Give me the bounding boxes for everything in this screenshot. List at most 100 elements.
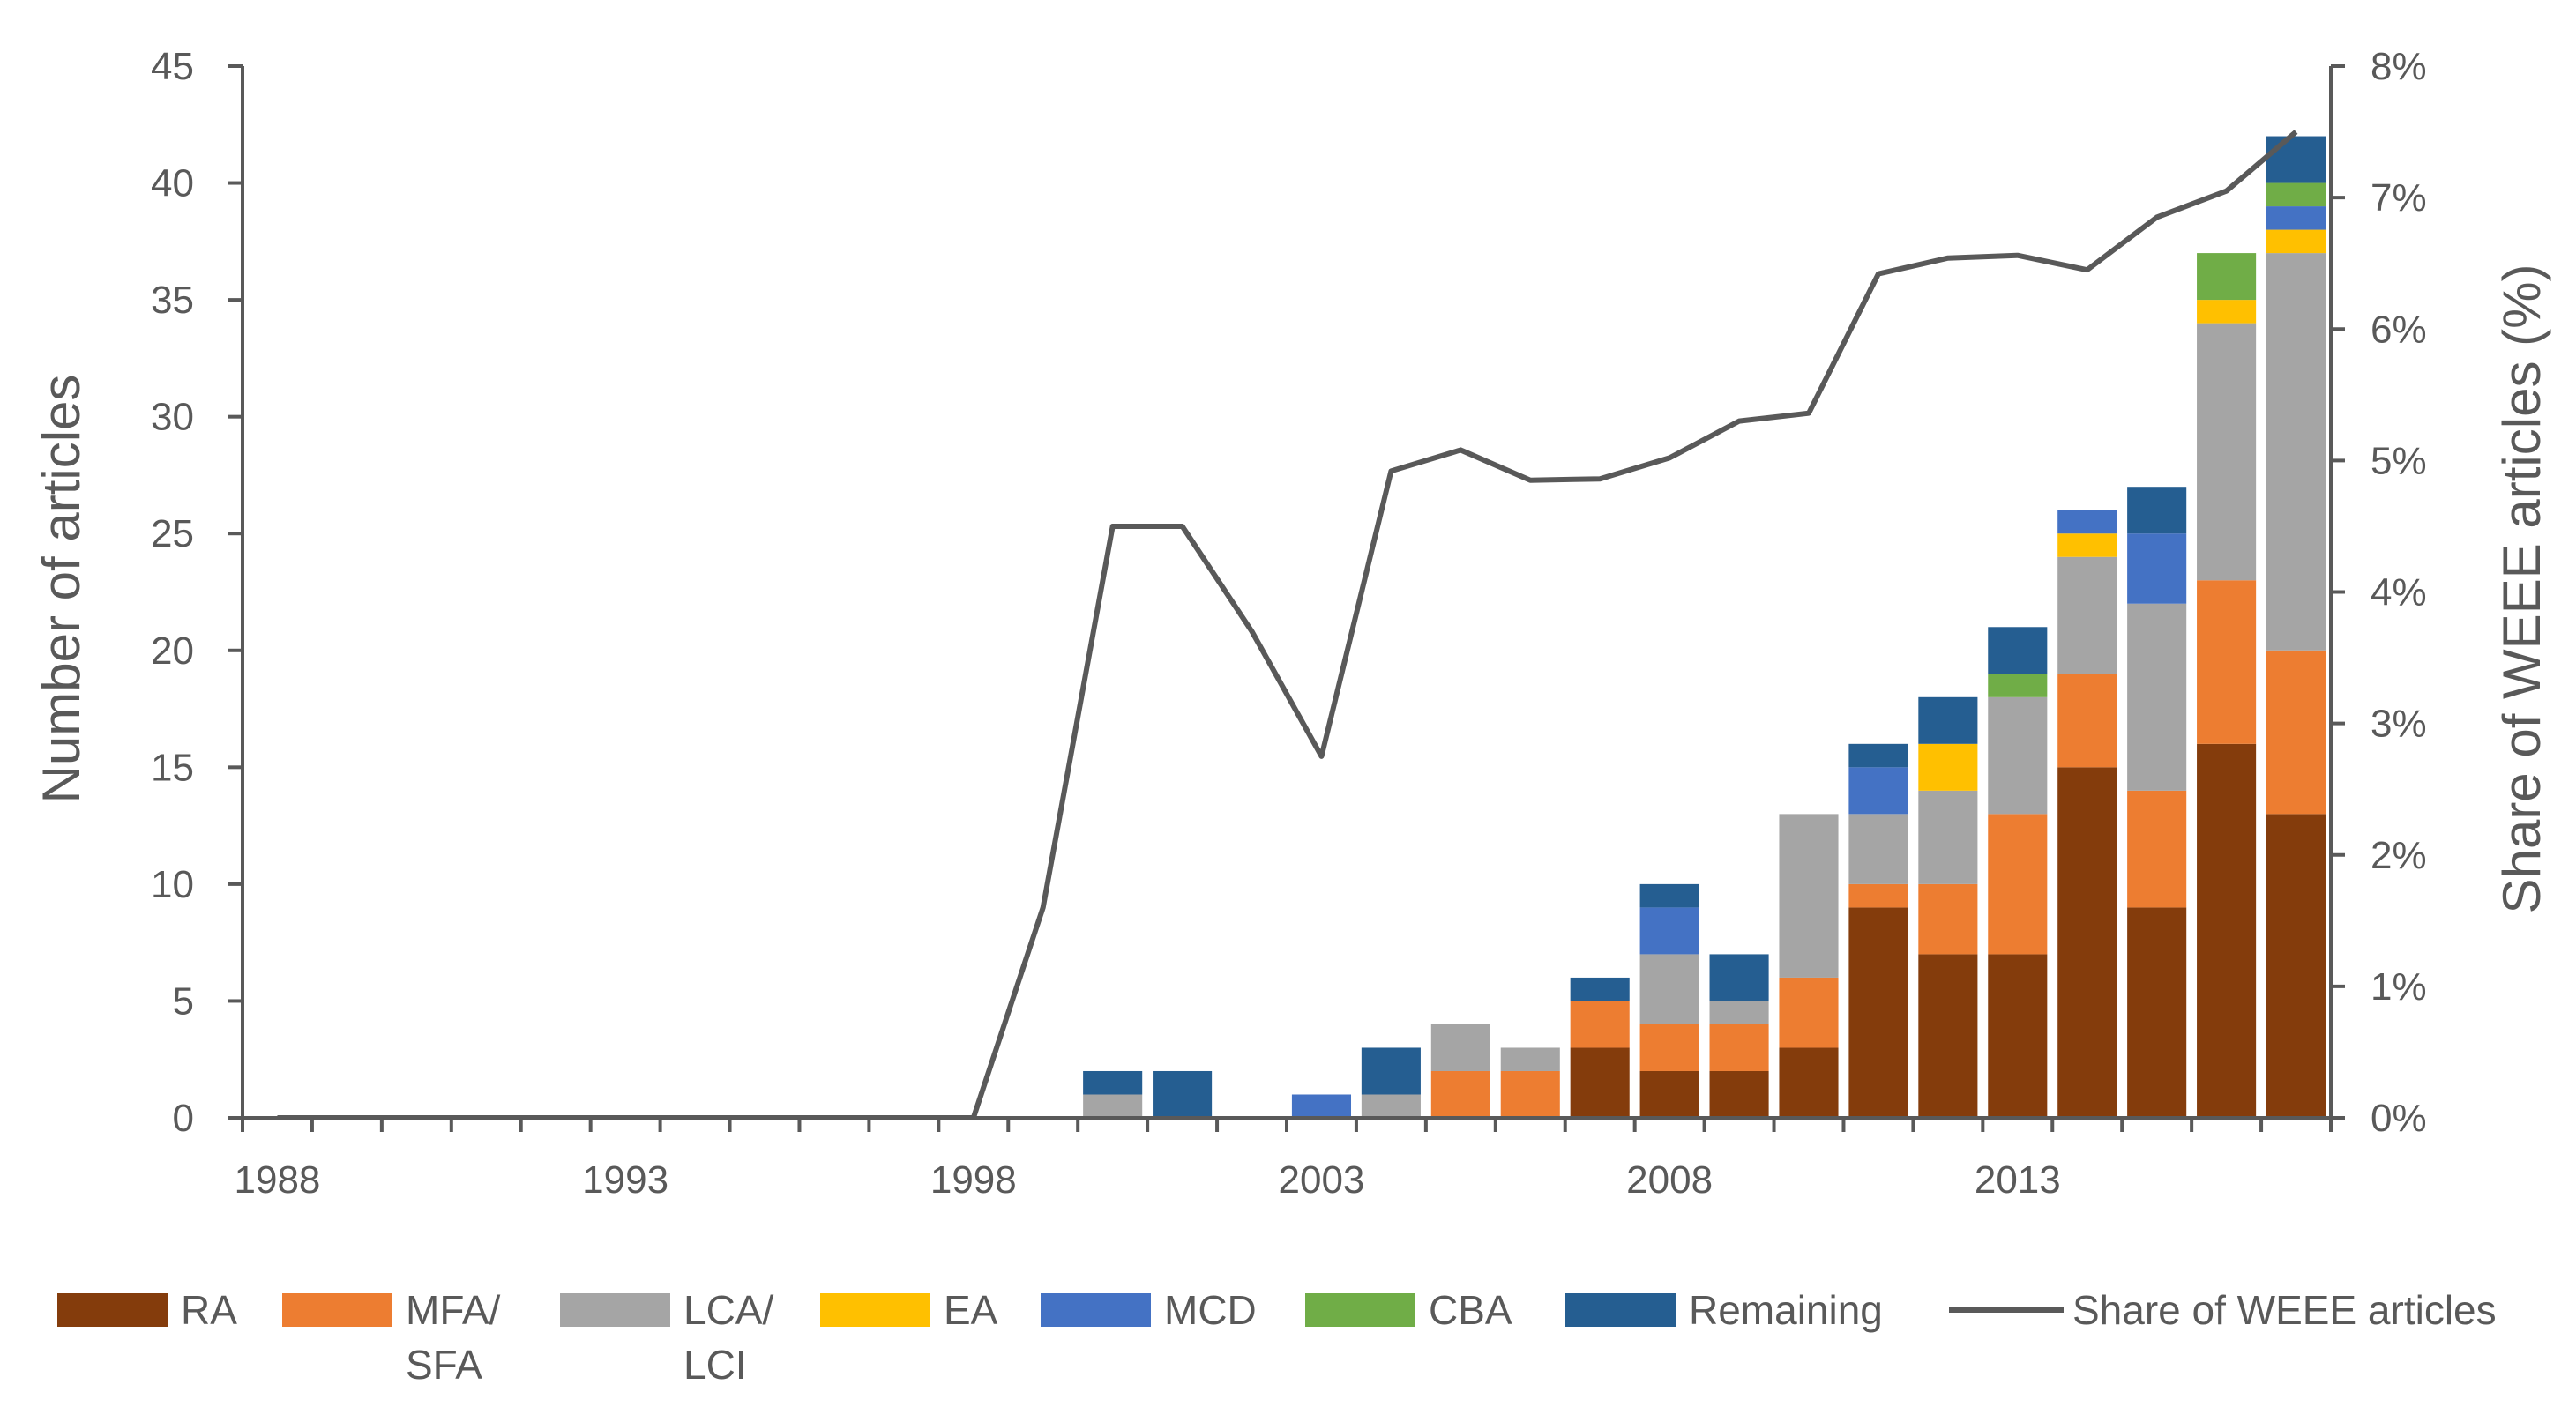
bar-remaining-2004 [1362, 1047, 1421, 1094]
x-tick-label-1998: 1998 [930, 1158, 1017, 1202]
bar-cba-2013 [1988, 674, 2047, 697]
y2-tick-label: 6% [2371, 308, 2427, 351]
bar-lca-lci-2012 [1918, 791, 1977, 884]
bar-remaining-2008 [1640, 884, 1699, 908]
bar-mfa-sfa-2011 [1848, 884, 1908, 908]
bar-mfa-sfa-2015 [2127, 791, 2186, 908]
y-tick-label: 15 [151, 746, 194, 789]
y-tick-label: 0 [173, 1097, 194, 1140]
bar-mfa-sfa-2017 [2266, 651, 2326, 815]
bar-remaining-2001 [1153, 1071, 1212, 1118]
bar-remaining-2012 [1918, 697, 1977, 744]
bar-lca-lci-2014 [2057, 557, 2117, 674]
bar-remaining-2015 [2127, 487, 2186, 533]
legend-label-share: Share of WEEE articles [2072, 1287, 2497, 1333]
y-tick-label: 5 [173, 979, 194, 1023]
bar-ra-2010 [1779, 1047, 1838, 1118]
bar-lca-lci-2000 [1083, 1094, 1142, 1118]
bar-layer [1083, 137, 2326, 1118]
bar-lca-lci-2005 [1431, 1024, 1490, 1071]
legend-swatch-lca-lci [560, 1293, 670, 1327]
bar-ea-2017 [2266, 230, 2326, 254]
legend-label-lca-lci: LCI [683, 1342, 747, 1388]
bar-remaining-2007 [1571, 978, 1630, 1001]
legend-label-ra: RA [181, 1287, 237, 1333]
bar-mfa-sfa-2016 [2197, 580, 2256, 744]
legend-label-mcd: MCD [1164, 1287, 1257, 1333]
bar-cba-2017 [2266, 183, 2326, 207]
legend-swatch-mfa-sfa [282, 1293, 392, 1327]
y-tick-label: 45 [151, 45, 194, 88]
bar-ra-2009 [1710, 1071, 1769, 1118]
y-axis-title: Number of articles [32, 375, 91, 804]
bar-remaining-2017 [2266, 137, 2326, 183]
legend-swatch-remaining [1565, 1293, 1676, 1327]
bar-mfa-sfa-2008 [1640, 1024, 1699, 1071]
x-tick-label-1993: 1993 [582, 1158, 668, 1202]
legend: RA MFA/SFA LCA/LCI EA MCD CBA Remaining Share o… [57, 1287, 2497, 1388]
bar-remaining-2011 [1848, 744, 1908, 768]
bar-ra-2016 [2197, 744, 2256, 1118]
legend-label-ea: EA [944, 1287, 998, 1333]
legend-label-mfa-sfa: MFA/ [406, 1287, 501, 1333]
legend-label-mfa-sfa: SFA [406, 1342, 482, 1388]
legend-label-remaining: Remaining [1689, 1287, 1883, 1333]
bar-lca-lci-2006 [1501, 1047, 1560, 1071]
x-tick-label-1988: 1988 [235, 1158, 321, 1202]
bar-mcd-2003 [1292, 1094, 1351, 1118]
bar-lca-lci-2017 [2266, 253, 2326, 651]
bar-ra-2013 [1988, 954, 2047, 1118]
y-tick-label: 20 [151, 629, 194, 673]
bar-remaining-2000 [1083, 1071, 1142, 1095]
bar-ra-2008 [1640, 1071, 1699, 1118]
y2-tick-label: 5% [2371, 439, 2427, 482]
y-tick-label: 10 [151, 863, 194, 906]
legend-label-cba: CBA [1429, 1287, 1512, 1333]
bar-lca-lci-2004 [1362, 1094, 1421, 1118]
bar-ra-2017 [2266, 814, 2326, 1118]
y-tick-label: 40 [151, 162, 194, 205]
bar-mfa-sfa-2006 [1501, 1071, 1560, 1118]
y2-tick-label: 2% [2371, 834, 2427, 877]
bar-remaining-2013 [1988, 627, 2047, 674]
x-tick-label-2008: 2008 [1626, 1158, 1713, 1202]
bar-cba-2016 [2197, 253, 2256, 300]
legend-swatch-ra [57, 1293, 168, 1327]
bar-mcd-2017 [2266, 206, 2326, 230]
bar-mfa-sfa-2012 [1918, 884, 1977, 955]
legend-swatch-ea [820, 1293, 930, 1327]
legend-swatch-cba [1305, 1293, 1415, 1327]
bar-ra-2014 [2057, 767, 2117, 1118]
y2-tick-label: 8% [2371, 45, 2427, 88]
bar-mfa-sfa-2009 [1710, 1024, 1769, 1071]
bar-lca-lci-2010 [1779, 814, 1838, 978]
bar-mfa-sfa-2010 [1779, 978, 1838, 1048]
y2-tick-label: 1% [2371, 965, 2427, 1009]
bar-lca-lci-2011 [1848, 814, 1908, 884]
y-tick-label: 30 [151, 396, 194, 439]
bar-ea-2016 [2197, 300, 2256, 324]
bar-ra-2007 [1571, 1047, 1630, 1118]
bar-mfa-sfa-2013 [1988, 814, 2047, 954]
bar-mfa-sfa-2005 [1431, 1071, 1490, 1118]
y2-tick-label: 0% [2371, 1097, 2427, 1140]
legend-label-lca-lci: LCA/ [683, 1287, 773, 1333]
bar-lca-lci-2016 [2197, 324, 2256, 581]
bar-ra-2015 [2127, 907, 2186, 1118]
bar-mfa-sfa-2014 [2057, 674, 2117, 767]
y2-tick-label: 4% [2371, 571, 2427, 614]
bar-ea-2012 [1918, 744, 1977, 791]
bar-ra-2011 [1848, 907, 1908, 1118]
bar-ra-2012 [1918, 954, 1977, 1118]
bar-lca-lci-2015 [2127, 604, 2186, 791]
bar-lca-lci-2013 [1988, 697, 2047, 815]
y-tick-label: 25 [151, 512, 194, 555]
bar-mcd-2011 [1848, 767, 1908, 814]
bar-remaining-2009 [1710, 954, 1769, 1001]
y2-tick-label: 7% [2371, 176, 2427, 220]
y2-tick-label: 3% [2371, 703, 2427, 746]
bar-lca-lci-2008 [1640, 954, 1699, 1024]
bar-lca-lci-2009 [1710, 1001, 1769, 1024]
